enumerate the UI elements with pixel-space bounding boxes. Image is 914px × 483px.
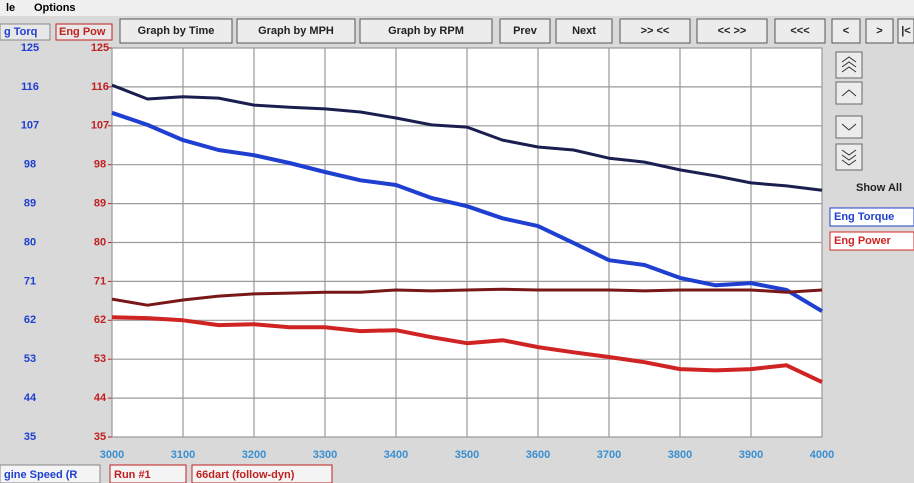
x-tick-label: 3300 [313,449,337,461]
button-label[interactable]: Graph by Time [138,25,215,37]
toolbar-button[interactable]: Graph by Time [120,19,232,43]
button-label[interactable]: > [876,25,882,37]
y-tick-label: 125 [21,42,39,54]
button-label[interactable]: Next [572,25,596,37]
status-bar: gine Speed (R Run #1 66dart (follow-dyn) [0,465,332,483]
y2-tick-label: 71 [94,275,106,287]
toolbar-button[interactable]: <<< [775,19,825,43]
y2-tick-label: 35 [94,431,106,443]
y2-tick-label: 62 [94,314,106,326]
button-label[interactable]: |< [901,25,911,37]
y2-tick-label: 107 [91,120,109,132]
x-tick-label: 4000 [810,449,834,461]
x-tick-label: 3100 [171,449,195,461]
page: {"menu": ["le", "Options"], "toolbar": [… [0,0,914,483]
status-text: gine Speed (R [4,469,77,481]
legend-entry: Eng Torque [834,211,894,223]
y2-tick-label: 125 [91,42,109,54]
x-tick-label: 3000 [100,449,124,461]
scroll-top-button[interactable] [836,52,862,78]
button-label[interactable]: << >> [718,25,747,37]
y2-tick-label: 80 [94,236,106,248]
y-tick-label: 80 [24,236,36,248]
button-label[interactable]: <<< [790,25,809,37]
y-tick-label: 44 [24,392,37,404]
x-tick-label: 3400 [384,449,408,461]
y2-tick-label: 53 [94,353,106,365]
menu-item[interactable]: le [6,2,15,14]
y2-axis-label: Eng Pow [59,26,106,38]
x-tick-label: 3200 [242,449,266,461]
y-tick-label: 98 [24,159,36,171]
button-label[interactable]: Graph by RPM [388,25,464,37]
toolbar-button[interactable]: < [832,19,860,43]
y-tick-label: 62 [24,314,36,326]
y-tick-label: 35 [24,431,36,443]
toolbar-button[interactable]: > [866,19,893,43]
y2-tick-label: 44 [94,392,107,404]
y2-tick-label: 98 [94,159,106,171]
y-tick-label: 53 [24,353,36,365]
toolbar-button[interactable]: Graph by MPH [237,19,355,43]
toolbar-button[interactable]: Prev [500,19,550,43]
scroll-buttons [836,52,862,170]
app-window: le Options g Torq Eng Pow Show All Graph… [0,0,914,483]
y-tick-label: 116 [21,81,39,93]
button-label[interactable]: < [843,25,849,37]
toolbar-button[interactable]: Graph by RPM [360,19,492,43]
x-tick-label: 3500 [455,449,479,461]
y2-tick-label: 116 [91,81,109,93]
scroll-up-button[interactable] [836,82,862,104]
scroll-down-button[interactable] [836,116,862,138]
x-tick-label: 3600 [526,449,550,461]
x-tick-label: 3700 [597,449,621,461]
toolbar-button[interactable]: |< [898,19,914,43]
menu-item[interactable]: Options [34,2,76,14]
toolbar-button[interactable]: Next [556,19,612,43]
toolbar-button[interactable]: >> << [620,19,690,43]
x-tick-label: 3800 [668,449,692,461]
scroll-bottom-button[interactable] [836,144,862,170]
y-tick-label: 71 [24,275,36,287]
toolbar: Graph by Time Graph by MPH Graph by RPM Pre… [120,19,914,43]
y-axis-label: g Torq [4,26,37,38]
button-label[interactable]: Graph by MPH [258,25,334,37]
toolbar-button[interactable]: << >> [697,19,767,43]
menu-bar [0,0,914,16]
status-text: 66dart (follow-dyn) [196,469,295,481]
status-text: Run #1 [114,469,151,481]
button-label[interactable]: Prev [513,25,538,37]
button-label[interactable]: >> << [641,25,670,37]
y-tick-label: 89 [24,198,36,210]
legend-entry: Eng Power [834,235,892,247]
y-tick-label: 107 [21,120,39,132]
y2-tick-label: 89 [94,198,106,210]
show-all-button[interactable]: Show All [856,182,902,194]
x-tick-label: 3900 [739,449,763,461]
